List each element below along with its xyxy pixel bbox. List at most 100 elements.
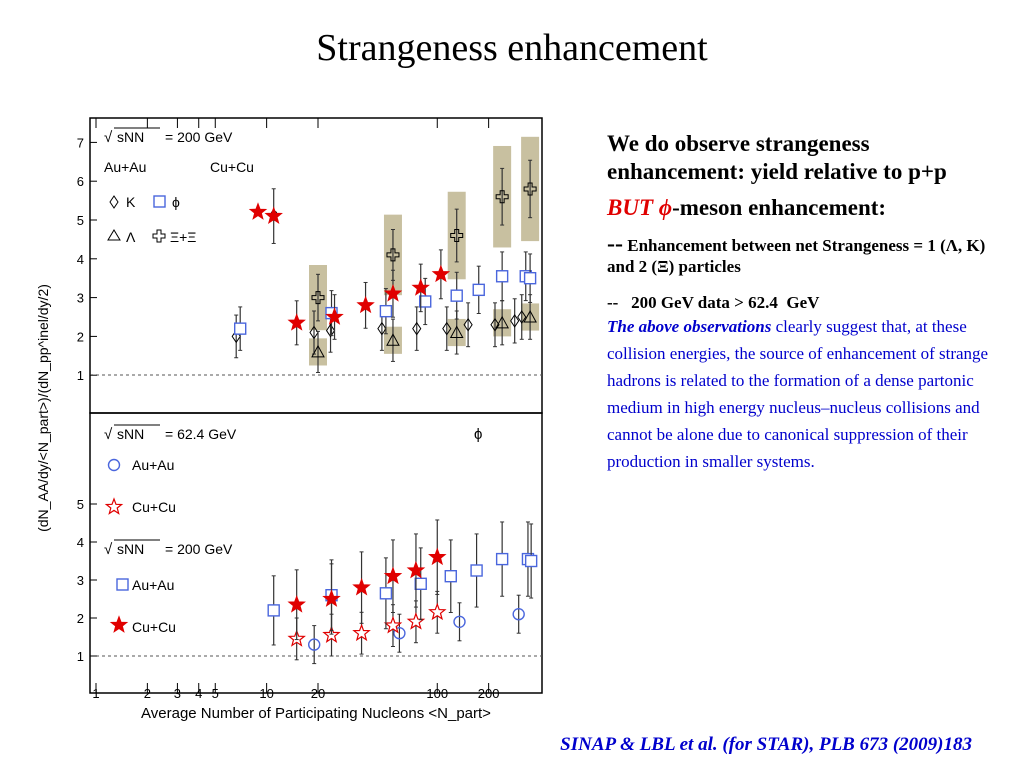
data-point: [472, 283, 485, 297]
top-y-ticks: 1 2 3 4 5 6 7: [77, 135, 97, 383]
data-point: [444, 570, 457, 583]
open-square-icon: [116, 578, 129, 591]
note-phi-enhancement: BUT ϕ-meson enhancement:: [607, 194, 1002, 222]
note-observation: We do observe strangeness enhancement: y…: [607, 131, 947, 184]
citation: SINAP & LBL et al. (for STAR), PLB 673 (…: [560, 734, 972, 755]
x-tick-label: 20: [311, 686, 325, 701]
data-point: [311, 344, 325, 358]
legend-k: K: [126, 194, 136, 210]
note-net-text: Enhancement between net Strangeness = 1 …: [607, 236, 986, 276]
legend-lambda: Λ: [126, 229, 136, 245]
y-tick-label: 2: [77, 611, 84, 626]
note-but: BUT: [607, 195, 653, 220]
data-point: [383, 283, 403, 302]
y-tick-label: 4: [77, 252, 84, 267]
data-point: [463, 317, 473, 332]
data-point: [356, 295, 375, 314]
data-point: [470, 564, 483, 577]
data-point: [453, 615, 466, 628]
data-point: [325, 307, 344, 325]
bottom-energy-62: = 62.4 GeV: [165, 426, 237, 442]
sqrt-label: sNN: [117, 426, 144, 442]
bottom-legend: √ sNN = 62.4 GeV ϕ Au+Au Cu+Cu √ sNN = 2…: [104, 424, 482, 635]
data-point: [309, 325, 319, 340]
sqrt-symbol: √: [104, 541, 113, 558]
top-legend: √ sNN = 200 GeV Au+Au Cu+Cu K ϕ Λ Ξ+Ξ ϕ: [104, 127, 278, 245]
data-point: [495, 190, 509, 204]
data-point: [449, 325, 464, 339]
y-tick-label: 7: [77, 135, 84, 150]
y-tick-label: 4: [77, 535, 84, 550]
x-axis-label: Average Number of Participating Nucleons…: [141, 705, 491, 722]
data-point: [379, 587, 393, 600]
y-tick-label: 5: [77, 497, 84, 512]
data-point: [311, 291, 325, 305]
data-point: [510, 313, 520, 328]
bottom-panel-frame: [89, 412, 543, 694]
bottom-energy-200: = 200 GeV: [165, 541, 233, 557]
x-tick-label: 3: [174, 686, 181, 701]
data-point: [377, 321, 387, 336]
legend-auau-200: Au+Au: [132, 577, 174, 593]
data-point: [406, 560, 426, 579]
legend-auau-62: Au+Au: [132, 457, 174, 473]
top-panel-data: [231, 136, 540, 373]
data-point: [490, 317, 500, 332]
data-point: [267, 604, 280, 617]
data-point: [393, 627, 406, 640]
data-point: [352, 577, 371, 596]
data-point: [524, 554, 538, 568]
open-cross-icon: [152, 229, 166, 243]
open-star-icon: [104, 497, 124, 515]
bottom-phi-label: ϕ: [474, 426, 482, 443]
page-title: Strangeness enhancement: [316, 27, 708, 69]
sqrt-symbol: √: [104, 426, 113, 443]
x-tick-label: 5: [212, 686, 219, 701]
y-axis-label: (dN_AA/dy/<N_part>)/(dN_pp^inel/dy/2): [35, 284, 51, 532]
data-point: [442, 321, 452, 336]
note-net-strangeness: -- Enhancement between net Strangeness =…: [607, 231, 1002, 277]
note-phi-symbol: ϕ: [658, 195, 673, 220]
data-point: [495, 552, 509, 566]
legend-xi: Ξ+Ξ: [170, 229, 196, 245]
data-point: [234, 322, 247, 335]
red-star-icon: [109, 615, 129, 633]
note-conclusion-italic: The above observations: [607, 317, 772, 336]
data-point: [523, 182, 537, 196]
top-system-cucu: Cu+Cu: [210, 159, 254, 175]
bottom-y-ticks: 1 2 3 4 5: [77, 497, 97, 664]
y-tick-label: 1: [77, 368, 84, 383]
note-energy-comparison: -- 200 GeV data > 62.4 GeV: [607, 293, 820, 312]
data-point: [431, 264, 451, 283]
data-point: [386, 333, 400, 346]
x-tick-label: 1: [92, 686, 99, 701]
data-point: [379, 304, 393, 318]
y-tick-label: 3: [77, 291, 84, 306]
data-point: [428, 547, 447, 566]
notes-panel: We do observe strangeness enhancement: y…: [607, 130, 1002, 475]
data-point: [414, 577, 427, 590]
x-tick-label: 4: [195, 686, 202, 701]
data-point: [495, 270, 509, 283]
data-point: [450, 289, 463, 302]
y-tick-label: 2: [77, 329, 84, 344]
data-point: [325, 323, 336, 338]
sqrt-symbol: √: [104, 129, 113, 146]
data-point: [495, 315, 509, 329]
diamond-icon: [109, 195, 119, 209]
x-ticks: 1 2 3 4 5 10 20 100 200: [92, 118, 499, 701]
bottom-panel-data: [104, 497, 538, 665]
legend-phi: ϕ: [172, 194, 180, 210]
legend-cucu-62: Cu+Cu: [132, 499, 176, 515]
note-conclusion: The above observations clearly suggest t…: [607, 313, 1002, 475]
data-point: [517, 310, 527, 324]
data-point: [450, 229, 464, 243]
note-conclusion-text: clearly suggest that, at these collision…: [607, 317, 989, 471]
sqrt-label: sNN: [117, 129, 144, 145]
y-tick-label: 6: [77, 174, 84, 189]
x-tick-label: 100: [426, 686, 448, 701]
note-dash: --: [607, 231, 623, 257]
strangeness-figure: (dN_AA/dy/<N_part>)/(dN_pp^inel/dy/2) Av…: [35, 117, 543, 722]
data-point: [322, 589, 341, 607]
data-point: [383, 615, 403, 634]
